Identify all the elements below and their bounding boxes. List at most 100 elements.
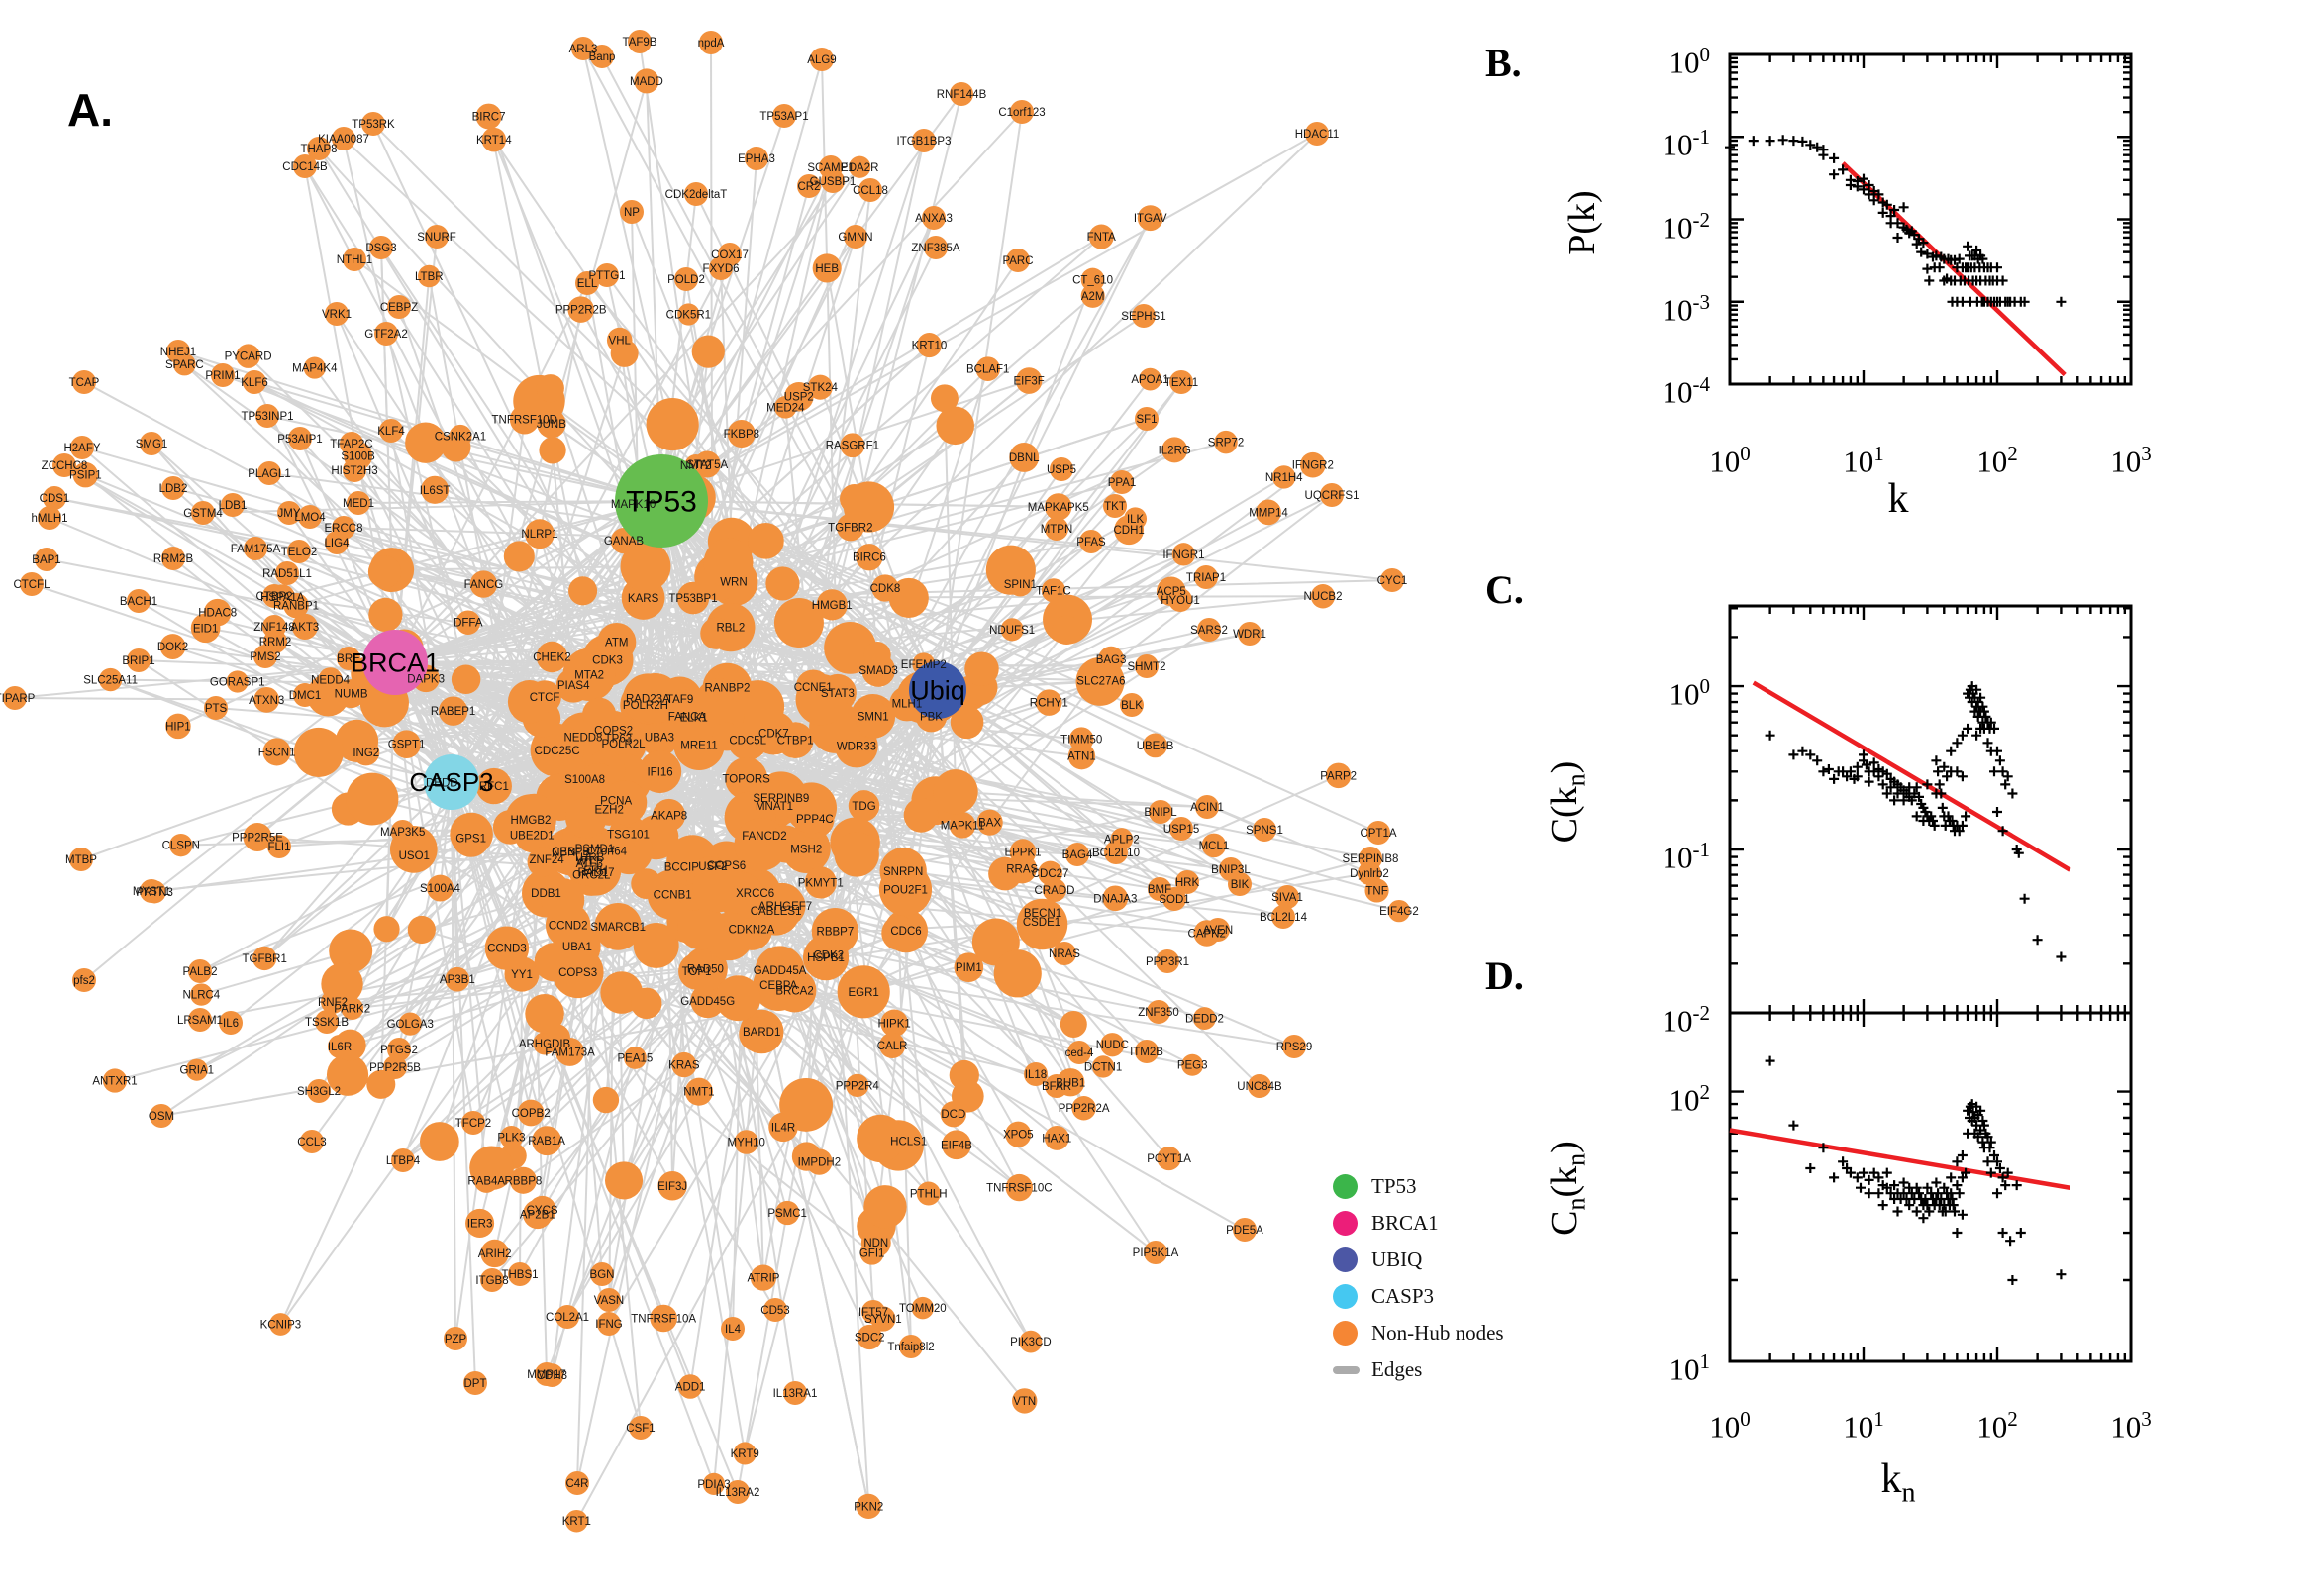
- node-label: EFEMP2: [901, 659, 947, 671]
- node-label: ZNF385A: [911, 243, 960, 254]
- network-node: [159, 634, 186, 659]
- node-label: PCNA: [600, 795, 632, 807]
- node-label: ATM: [605, 638, 628, 649]
- network-node: [469, 570, 498, 598]
- node-label: RNF2: [318, 997, 348, 1009]
- node-label: EIF4B: [941, 1140, 972, 1151]
- node-label: C7orf64: [586, 847, 628, 858]
- network-node: [257, 461, 281, 485]
- network-node: [1016, 898, 1068, 950]
- node-label: RBL2: [716, 623, 745, 635]
- network-node: [450, 812, 493, 856]
- network-node: [243, 823, 272, 852]
- network-node: [693, 450, 721, 478]
- node-label: ZNF148: [253, 622, 295, 634]
- node-label: CTBP2: [255, 591, 292, 603]
- node-label: PCYT1A: [1147, 1153, 1191, 1165]
- node-label: CCNE1: [794, 682, 833, 694]
- node-label: HEB: [815, 263, 839, 275]
- node-label: BIRC7: [472, 112, 506, 124]
- network-node: [1139, 367, 1162, 391]
- node-swatch-icon: [1333, 1211, 1358, 1236]
- network-node: [1091, 1055, 1115, 1078]
- node-label: BIRC6: [853, 552, 886, 564]
- node-label: TP53RK: [352, 119, 395, 131]
- network-node: [1271, 465, 1296, 489]
- node-label: ITM2B: [1130, 1047, 1163, 1058]
- node-label: XPO5: [1003, 1130, 1034, 1142]
- node-label: RANBP2: [704, 683, 750, 695]
- node-label: IL6: [223, 1018, 239, 1030]
- network-node: [646, 397, 699, 451]
- node-label: TNF: [1365, 885, 1387, 897]
- node-label: UBA1: [562, 942, 592, 953]
- node-label: TFCP2: [455, 1118, 491, 1130]
- node-label: NDN: [863, 1238, 888, 1249]
- network-node: [692, 859, 745, 913]
- node-label: NEDD8: [563, 732, 602, 744]
- node-label: PPA1: [1108, 477, 1137, 489]
- network-node: [534, 943, 573, 982]
- node-label: RAB4A: [467, 1175, 505, 1187]
- network-node: [127, 648, 151, 672]
- hub-label-BRCA1: BRCA1: [351, 648, 440, 677]
- network-node: [726, 1480, 750, 1504]
- network-node: [1238, 622, 1262, 646]
- node-label: PRTN3: [136, 887, 173, 899]
- node-label: COPS3: [558, 967, 597, 979]
- node-label: MED1: [343, 498, 374, 510]
- network-node: [407, 915, 436, 945]
- node-label: CDK3: [592, 655, 623, 667]
- node-label: EIF3J: [657, 1181, 687, 1193]
- network-node: [307, 137, 331, 160]
- node-label: TP63: [605, 733, 633, 745]
- network-node: [985, 545, 1036, 595]
- network-node: [605, 827, 654, 875]
- node-label: CEBPZ: [380, 302, 418, 314]
- node-label: KRT1: [562, 1516, 591, 1528]
- network-node: [1253, 818, 1276, 842]
- network-node: [565, 1509, 588, 1533]
- network-node: [1103, 494, 1127, 518]
- network-node: [300, 1130, 324, 1153]
- network-node: [597, 1312, 621, 1336]
- node-label: ACP5: [1157, 586, 1186, 598]
- network-node: [630, 987, 662, 1020]
- node-label: PARP2: [1320, 770, 1357, 782]
- node-label: PKMYT1: [798, 877, 844, 889]
- node-label: RFC1: [479, 781, 509, 793]
- node-label: CCND3: [487, 944, 527, 955]
- node-label: GADD45A: [754, 965, 807, 977]
- node-label: HIP1: [165, 721, 191, 733]
- network-node: [367, 554, 402, 589]
- node-label: KRT14: [476, 135, 512, 147]
- network-node: [936, 406, 975, 446]
- legend-item-tp53: TP53: [1333, 1168, 1504, 1205]
- network-node: [1310, 584, 1336, 609]
- network-node: [856, 544, 883, 571]
- node-label: HDAC8: [198, 608, 237, 620]
- node-label: PIP5K1A: [1133, 1247, 1179, 1259]
- node-label: AVEN: [1203, 925, 1233, 937]
- network-node: [1380, 568, 1404, 592]
- node-label: GADD45G: [680, 996, 735, 1008]
- node-label: PMS2: [250, 651, 280, 663]
- network-node: [674, 267, 698, 291]
- y-tick-label: 10-4: [1662, 372, 1711, 410]
- network-node: [1299, 451, 1326, 478]
- network-node: [1169, 817, 1193, 841]
- y-axis-label-C: C(kn): [1544, 760, 1591, 844]
- node-label: UNC84B: [1237, 1081, 1282, 1093]
- network-node: [221, 493, 245, 517]
- network-node: [326, 1053, 369, 1096]
- node-label: BARD1: [743, 1027, 780, 1039]
- node-label: CDC25C: [535, 746, 580, 757]
- network-node: [1057, 1068, 1085, 1097]
- network-node: [1135, 654, 1159, 678]
- network-node: [1071, 1096, 1096, 1121]
- node-label: BLK: [1121, 700, 1143, 712]
- node-label: CDKN2A: [729, 925, 775, 937]
- node-label: TELO2: [281, 547, 317, 558]
- node-label: SMN1: [858, 711, 889, 723]
- y-tick-label: 10-2: [1662, 207, 1711, 245]
